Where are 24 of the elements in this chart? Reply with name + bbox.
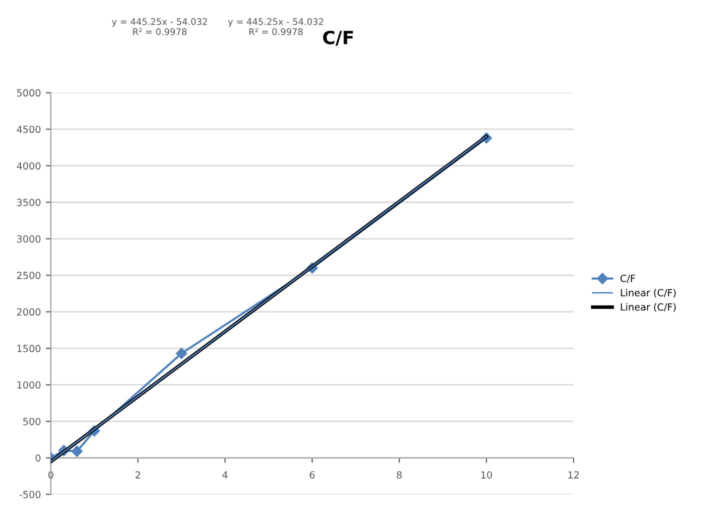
legend-label: C/F — [620, 274, 636, 283]
y-tick-label: 3500 — [17, 198, 40, 206]
x-tick-label: 4 — [222, 471, 228, 478]
y-tick-label: 4500 — [16, 126, 40, 134]
y-tick-label: 5000 — [17, 89, 40, 97]
y-tick-label: 1500 — [17, 344, 40, 352]
x-tick-label: 2 — [136, 471, 140, 478]
y-tick-label: 2000 — [17, 308, 40, 316]
x-tick-label: 8 — [396, 471, 402, 479]
text: y = 445.25x - 54.032 R² = 0.9978 — [112, 18, 207, 36]
y-tick-label: 2500 — [17, 272, 40, 280]
y-tick-label: 4000 — [16, 162, 40, 170]
y-tick-label: 3000 — [17, 235, 40, 243]
text: y = 445.25x - 54.032 R² = 0.9978 — [228, 18, 324, 36]
y-tick-label: 1000 — [17, 381, 40, 389]
y-tick-label: -500 — [20, 490, 40, 498]
x-tick-label: 6 — [310, 471, 315, 479]
y-tick-label: 0 — [36, 454, 40, 462]
x-tick-label: 12 — [568, 471, 579, 478]
legend-label: Linear (C/F) — [620, 288, 676, 298]
chart-title: C/F — [323, 30, 353, 46]
x-tick-label: 10 — [481, 471, 492, 479]
y-tick-label: 500 — [23, 418, 40, 426]
legend-label: Linear (C/F) — [620, 303, 676, 312]
